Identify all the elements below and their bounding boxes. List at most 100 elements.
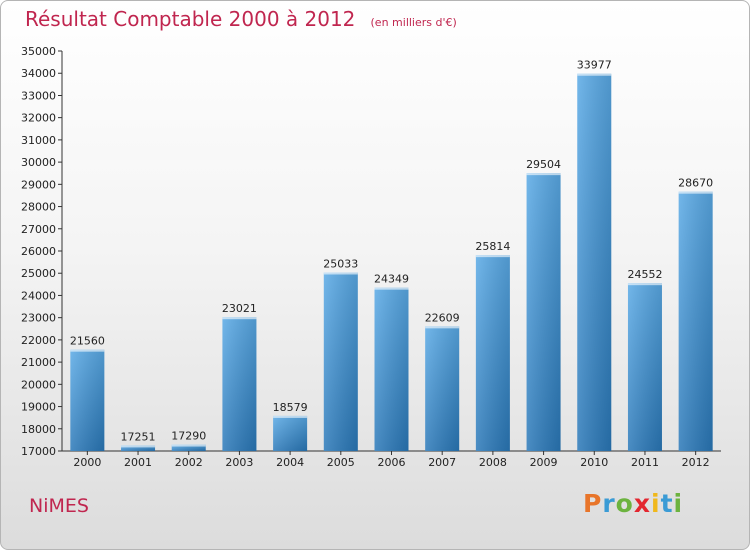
y-tick-label: 34000 bbox=[21, 67, 56, 80]
bar-top-highlight bbox=[222, 317, 257, 320]
bar-2008 bbox=[475, 255, 510, 451]
logo-letter: o bbox=[615, 489, 634, 518]
bar-top-highlight bbox=[70, 349, 105, 352]
bar-value-label: 21560 bbox=[70, 335, 105, 348]
bar-2010 bbox=[577, 73, 612, 451]
bar-2000 bbox=[70, 349, 105, 451]
x-tick-label: 2001 bbox=[124, 456, 152, 469]
x-tick-label: 2002 bbox=[175, 456, 203, 469]
bar-value-labels: 21560 17251 17290 23021 18579 25033 24349 22609… bbox=[70, 59, 713, 444]
bar-shade bbox=[374, 287, 409, 451]
x-tick-label: 2008 bbox=[479, 456, 507, 469]
bar-top-highlight bbox=[273, 415, 308, 418]
bar-value-label: 23021 bbox=[222, 302, 257, 315]
bar-top-highlight bbox=[475, 255, 510, 258]
y-tick-label: 21000 bbox=[21, 356, 56, 369]
bar-shade bbox=[475, 255, 510, 451]
bar-value-label: 22609 bbox=[425, 311, 460, 324]
bar-value-label: 25814 bbox=[475, 240, 510, 253]
bar-2004 bbox=[273, 415, 308, 451]
bar-shade bbox=[70, 349, 105, 451]
y-tick-label: 30000 bbox=[21, 156, 56, 169]
bar-shade bbox=[577, 73, 612, 451]
logo-letter: P bbox=[583, 489, 603, 518]
bar-shade bbox=[425, 326, 460, 451]
bar-value-label: 25033 bbox=[323, 257, 358, 270]
y-tick-label: 17000 bbox=[21, 445, 56, 458]
bar-shade bbox=[678, 191, 713, 451]
y-tick-label: 22000 bbox=[21, 334, 56, 347]
bar-value-label: 24349 bbox=[374, 273, 409, 286]
bar-2002 bbox=[171, 444, 206, 451]
y-tick-label: 35000 bbox=[21, 45, 56, 58]
bar-top-highlight bbox=[526, 173, 561, 176]
bar-series bbox=[70, 73, 713, 451]
x-tick-label: 2012 bbox=[682, 456, 710, 469]
y-tick-label: 18000 bbox=[21, 423, 56, 436]
x-tick-label: 2000 bbox=[73, 456, 101, 469]
bar-top-highlight bbox=[323, 272, 358, 275]
bar-2009 bbox=[526, 173, 561, 451]
chart-main-title: Résultat Comptable 2000 à 2012 bbox=[25, 7, 356, 31]
y-tick-label: 31000 bbox=[21, 134, 56, 147]
logo-letter: t bbox=[660, 489, 674, 518]
bar-top-highlight bbox=[678, 191, 713, 194]
y-tick-label: 33000 bbox=[21, 89, 56, 102]
x-tick-label: 2004 bbox=[276, 456, 304, 469]
logo-letter: i bbox=[673, 489, 684, 518]
city-name: NiMES bbox=[29, 495, 89, 517]
bar-top-highlight bbox=[374, 287, 409, 290]
bar-value-label: 29504 bbox=[526, 158, 561, 171]
bar-shade bbox=[627, 283, 662, 451]
logo-letter: r bbox=[602, 489, 616, 518]
bar-2006 bbox=[374, 287, 409, 451]
y-tick-label: 23000 bbox=[21, 312, 56, 325]
logo-letter: x bbox=[633, 489, 651, 518]
bar-top-highlight bbox=[121, 445, 156, 448]
bar-shade bbox=[323, 272, 358, 451]
bar-value-label: 17290 bbox=[171, 430, 206, 443]
bar-shade bbox=[171, 444, 206, 451]
chart-title: Résultat Comptable 2000 à 2012 (en milli… bbox=[25, 7, 457, 31]
x-tick-label: 2003 bbox=[225, 456, 253, 469]
bar-top-highlight bbox=[425, 326, 460, 329]
x-tick-label: 2010 bbox=[580, 456, 608, 469]
y-tick-label: 24000 bbox=[21, 289, 56, 302]
bar-shade bbox=[526, 173, 561, 451]
chart-axes: 17000 18000 19000 20000 21000 22000 23000 24000… bbox=[21, 45, 721, 469]
bar-2012 bbox=[678, 191, 713, 451]
chart-subtitle: (en milliers d'€) bbox=[370, 16, 457, 29]
y-tick-label: 28000 bbox=[21, 201, 56, 214]
y-tick-label: 20000 bbox=[21, 378, 56, 391]
bar-value-label: 33977 bbox=[577, 59, 612, 72]
y-tick-label: 25000 bbox=[21, 267, 56, 280]
bar-top-highlight bbox=[627, 283, 662, 286]
logo-letter: i bbox=[651, 489, 661, 518]
bar-top-highlight bbox=[171, 444, 206, 447]
bar-2007 bbox=[425, 326, 460, 451]
bar-shade bbox=[121, 445, 156, 451]
bar-value-label: 17251 bbox=[121, 430, 156, 443]
y-tick-label: 19000 bbox=[21, 401, 56, 414]
bar-2003 bbox=[222, 317, 257, 451]
x-tick-label: 2011 bbox=[631, 456, 659, 469]
bar-shade bbox=[273, 415, 308, 451]
y-tick-label: 29000 bbox=[21, 178, 56, 191]
x-tick-label: 2009 bbox=[530, 456, 558, 469]
bar-shade bbox=[222, 317, 257, 451]
x-tick-label: 2006 bbox=[378, 456, 406, 469]
y-tick-label: 26000 bbox=[21, 245, 56, 258]
x-tick-label: 2005 bbox=[327, 456, 355, 469]
bar-2011 bbox=[627, 283, 662, 451]
proxiti-logo: Proxiti bbox=[583, 489, 683, 518]
y-tick-label: 32000 bbox=[21, 112, 56, 125]
bar-2001 bbox=[121, 445, 156, 451]
bar-top-highlight bbox=[577, 73, 612, 76]
bar-value-label: 28670 bbox=[678, 177, 713, 190]
bar-value-label: 18579 bbox=[273, 401, 308, 414]
y-tick-label: 27000 bbox=[21, 223, 56, 236]
bar-2005 bbox=[323, 272, 358, 451]
bar-value-label: 24552 bbox=[627, 268, 662, 281]
